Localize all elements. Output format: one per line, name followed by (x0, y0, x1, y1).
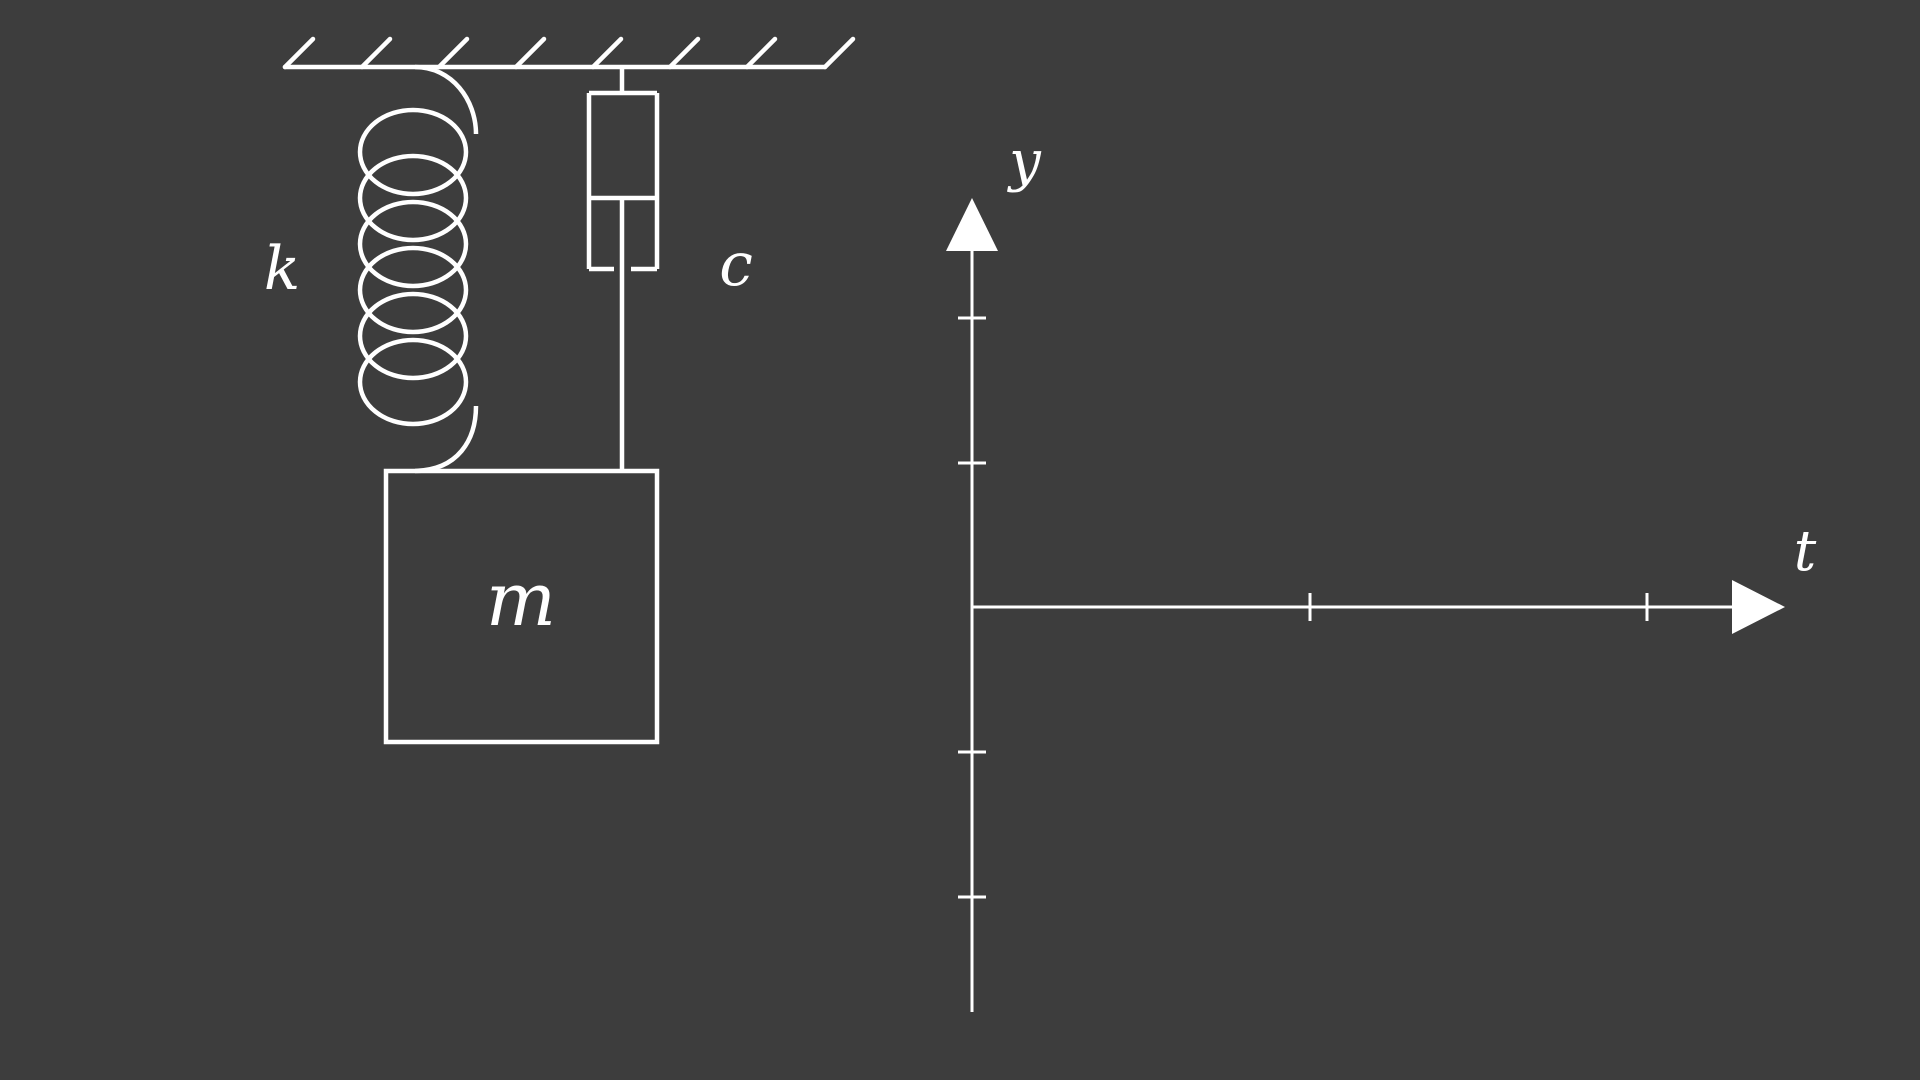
ceiling-hatch (744, 36, 778, 70)
ceiling-hatch (513, 36, 547, 70)
spring-coil (357, 291, 469, 381)
ceiling-hatch (590, 36, 624, 70)
mass-block (383, 468, 660, 745)
y-axis-label: y (1006, 129, 1042, 194)
spring-coil (357, 107, 469, 197)
axes (958, 247, 1740, 1012)
ceiling-hatch (822, 36, 856, 70)
spring-coil (357, 337, 469, 427)
t-axis-arrowhead (1732, 580, 1785, 634)
spring-top-hook (414, 64, 479, 135)
y-axis-arrowhead (946, 198, 998, 251)
t-axis-label: t (1794, 519, 1817, 584)
damper-label: c (719, 230, 753, 300)
ceiling-hatch (436, 36, 470, 70)
spring-label: k (264, 234, 300, 304)
spring-coil (357, 153, 469, 243)
ceiling-support (282, 36, 856, 70)
ceiling-hatch (667, 36, 701, 70)
spring (357, 64, 479, 474)
spring-coil (357, 199, 469, 289)
ceiling-hatch (359, 36, 393, 70)
mass-label: m (486, 557, 556, 643)
damper (586, 67, 660, 471)
spring-coil (357, 245, 469, 335)
ceiling-hatch (282, 36, 316, 70)
